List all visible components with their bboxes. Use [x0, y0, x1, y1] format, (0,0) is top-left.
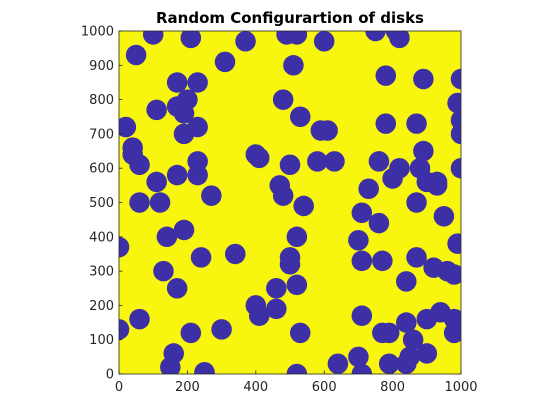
disk-4: [129, 155, 150, 176]
disk-83: [389, 158, 410, 179]
disk-49: [280, 155, 301, 176]
disk-100: [427, 172, 448, 193]
disk-33: [211, 319, 232, 340]
disk-53: [287, 24, 308, 45]
y-tick-label-0: 0: [106, 368, 114, 383]
disk-35: [225, 244, 246, 265]
disk-90: [406, 192, 427, 213]
y-tick-label-1: 100: [89, 333, 114, 348]
disk-56: [290, 323, 311, 344]
y-tick-label-8: 800: [89, 93, 114, 108]
disk-18: [167, 278, 188, 299]
disk-25: [187, 117, 208, 138]
disk-29: [191, 247, 212, 268]
disk-34: [215, 52, 236, 73]
disk-10: [150, 192, 171, 213]
chart-title: Random Configurartion of disks: [156, 9, 424, 27]
disk-22: [177, 89, 198, 110]
disk-76: [376, 65, 397, 86]
disk-77: [376, 113, 397, 134]
disk-11: [153, 261, 174, 282]
y-axis: 0 100 200 300 400 500 600 700 800 900 1000: [81, 25, 123, 383]
disk-5: [129, 192, 150, 213]
x-tick-label-4: 800: [380, 380, 405, 395]
disk-60: [314, 31, 335, 52]
x-tick-label-5: 1000: [444, 380, 477, 395]
disk-40: [249, 148, 270, 169]
x-tick-label-1: 200: [175, 380, 200, 395]
disk-68: [352, 305, 373, 326]
disk-24: [181, 323, 202, 344]
disk-66: [352, 203, 373, 224]
disk-32: [201, 185, 222, 206]
disk-107: [447, 93, 468, 114]
x-tick-label-2: 400: [243, 380, 268, 395]
disk-57: [293, 196, 314, 217]
y-tick-label-9: 900: [89, 59, 114, 74]
disk-2: [126, 45, 147, 66]
y-tick-label-3: 300: [89, 265, 114, 280]
disk-27: [187, 72, 208, 93]
disk-45: [273, 89, 294, 110]
disk-63: [328, 353, 349, 374]
disk-108: [447, 233, 468, 254]
disk-15: [167, 72, 188, 93]
disk-97: [417, 343, 438, 364]
x-tick-label-0: 0: [115, 380, 123, 395]
disk-28: [187, 165, 208, 186]
disk-102: [434, 206, 455, 227]
y-tick-label-5: 500: [89, 196, 114, 211]
x-tick-label-3: 600: [312, 380, 337, 395]
disk-8: [146, 100, 167, 121]
disk-7: [143, 24, 164, 45]
y-tick-label-2: 200: [89, 299, 114, 314]
disk-84: [396, 271, 417, 292]
disk-6: [129, 309, 150, 330]
disk-48: [280, 254, 301, 275]
disk-73: [369, 213, 390, 234]
disk-44: [273, 185, 294, 206]
disk-67: [352, 251, 373, 272]
disk-94: [413, 69, 434, 90]
disk-61: [317, 120, 338, 141]
disk-78: [379, 323, 400, 344]
disk-62: [324, 151, 345, 172]
disk-50: [283, 55, 304, 76]
disk-72: [369, 151, 390, 172]
disk-14: [163, 343, 184, 364]
disk-64: [348, 230, 369, 251]
disk-89: [406, 247, 427, 268]
y-tick-label-4: 400: [89, 230, 114, 245]
disk-42: [266, 299, 287, 320]
disk-17: [167, 165, 188, 186]
y-tick-label-10: 1000: [81, 25, 114, 40]
disk-21: [174, 220, 195, 241]
disk-91: [406, 113, 427, 134]
disk-36: [235, 31, 256, 52]
y-tick-label-6: 600: [89, 162, 114, 177]
disk-93: [413, 141, 434, 162]
disk-41: [266, 278, 287, 299]
disk-52: [287, 275, 308, 296]
disk-65: [348, 347, 369, 368]
disk-75: [372, 251, 393, 272]
disk-9: [146, 172, 167, 193]
y-tick-label-7: 700: [89, 127, 114, 142]
disk-70: [358, 179, 379, 200]
disk-55: [290, 106, 311, 127]
disk-51: [287, 227, 308, 248]
disk-87: [399, 347, 420, 368]
